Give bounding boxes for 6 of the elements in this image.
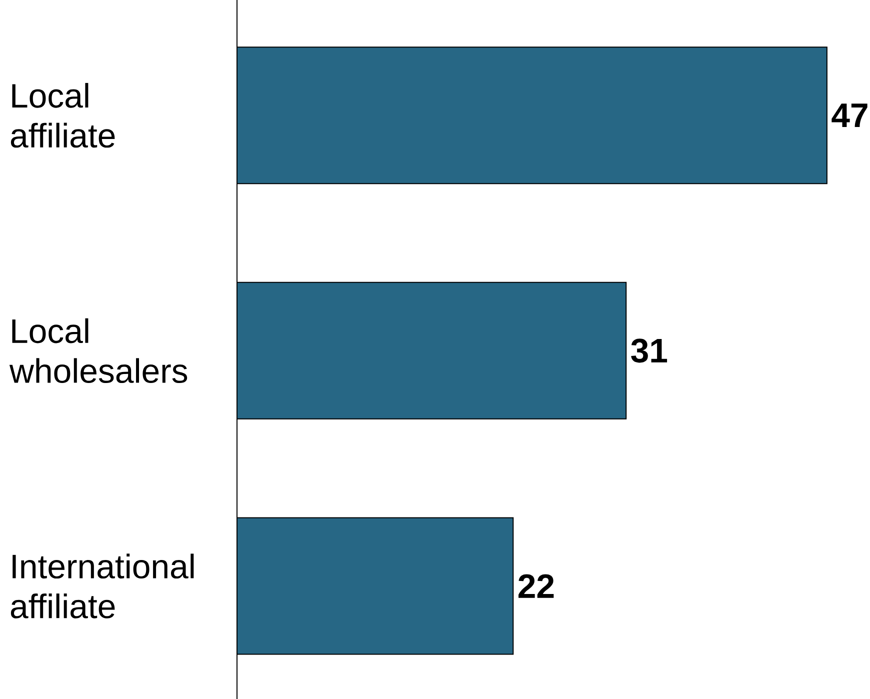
data-label: 47 bbox=[832, 104, 868, 127]
y-tick-label: Local wholesalers bbox=[9, 318, 188, 384]
y-tick-label: International affiliate bbox=[10, 554, 194, 618]
data-label: 31 bbox=[631, 338, 668, 363]
data-label: 22 bbox=[518, 574, 554, 598]
y-tick-label: Local affiliate bbox=[10, 82, 115, 148]
